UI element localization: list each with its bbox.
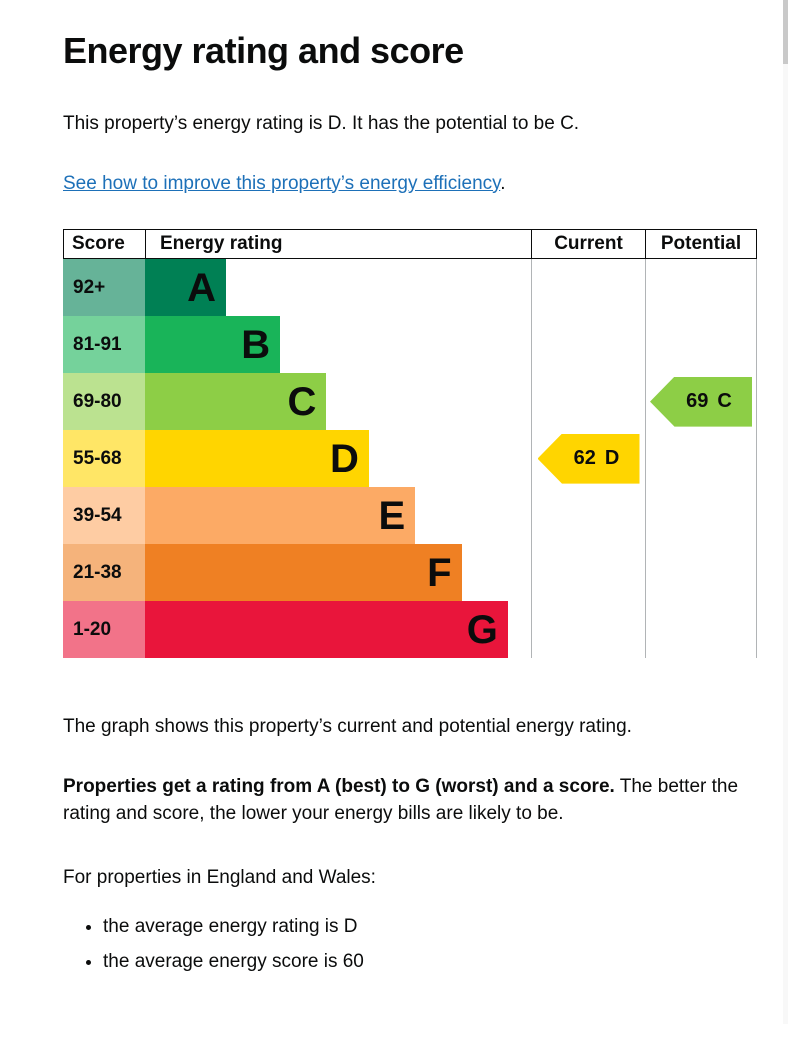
rating-band-d: D bbox=[145, 430, 369, 488]
band-letter: G bbox=[466, 607, 498, 652]
potential-cell bbox=[645, 487, 757, 545]
rating-band-e: E bbox=[145, 487, 416, 545]
score-header: Score bbox=[63, 229, 145, 260]
current-rating-marker: 62 D bbox=[537, 433, 640, 484]
current-cell bbox=[531, 487, 645, 545]
rating-band-f: F bbox=[145, 544, 462, 602]
current-cell bbox=[531, 259, 645, 317]
scrollbar-track[interactable] bbox=[783, 0, 788, 1024]
potential-cell bbox=[645, 430, 757, 488]
rating-explainer: Properties get a rating from A (best) to… bbox=[63, 773, 757, 828]
improve-link-suffix: . bbox=[500, 172, 506, 194]
score-range: 39-54 bbox=[63, 487, 145, 545]
list-item-average-rating: the average energy rating is D bbox=[103, 913, 757, 941]
band-row-d: 55-68 D 62 D bbox=[63, 430, 757, 488]
rating-explainer-bold: Properties get a rating from A (best) to… bbox=[63, 775, 615, 797]
rating-band-g: G bbox=[145, 601, 508, 659]
energy-rating-chart: Score Energy rating Current Potential 92… bbox=[63, 229, 757, 659]
band-letter: D bbox=[329, 436, 359, 481]
score-range: 55-68 bbox=[63, 430, 145, 488]
potential-cell: 69 C bbox=[645, 373, 757, 431]
band-row-b: 81-91 B bbox=[63, 316, 757, 374]
improve-paragraph: See how to improve this property’s energ… bbox=[63, 170, 757, 198]
rating-cell: B bbox=[145, 316, 531, 374]
band-row-e: 39-54 E bbox=[63, 487, 757, 545]
potential-cell bbox=[645, 259, 757, 317]
potential-score: 69 bbox=[686, 390, 709, 413]
band-row-a: 92+ A bbox=[63, 259, 757, 317]
rating-band-a: A bbox=[145, 259, 227, 317]
improve-link[interactable]: See how to improve this property’s energ… bbox=[63, 172, 501, 194]
rating-band-b: B bbox=[145, 316, 281, 374]
current-header: Current bbox=[531, 229, 645, 260]
score-range: 1-20 bbox=[63, 601, 145, 659]
potential-rating-marker: 69 C bbox=[650, 376, 752, 427]
band-letter: F bbox=[427, 550, 452, 595]
potential-cell bbox=[645, 316, 757, 374]
score-range: 69-80 bbox=[63, 373, 145, 431]
chart-header-row: Score Energy rating Current Potential bbox=[63, 229, 757, 260]
potential-cell bbox=[645, 601, 757, 659]
potential-cell bbox=[645, 544, 757, 602]
band-letter: A bbox=[187, 265, 217, 310]
rating-cell: E bbox=[145, 487, 531, 545]
rating-cell: C bbox=[145, 373, 531, 431]
rating-cell: A bbox=[145, 259, 531, 317]
rating-cell: G bbox=[145, 601, 531, 659]
current-cell bbox=[531, 544, 645, 602]
current-score: 62 bbox=[573, 447, 596, 470]
intro-text: This property’s energy rating is D. It h… bbox=[63, 113, 580, 134]
band-letter: B bbox=[241, 322, 271, 367]
current-letter: D bbox=[604, 447, 620, 470]
page-title: Energy rating and score bbox=[63, 30, 464, 71]
current-cell bbox=[531, 373, 645, 431]
potential-header: Potential bbox=[645, 229, 757, 260]
potential-letter: C bbox=[717, 390, 732, 413]
score-range: 21-38 bbox=[63, 544, 145, 602]
rating-band-c: C bbox=[145, 373, 327, 431]
rating-explainer-rest: The better the rating and score, the low… bbox=[63, 775, 739, 825]
current-cell bbox=[531, 601, 645, 659]
energy-rating-header: Energy rating bbox=[145, 229, 531, 260]
band-row-f: 21-38 F bbox=[63, 544, 757, 602]
score-range: 81-91 bbox=[63, 316, 145, 374]
scrollbar-thumb[interactable] bbox=[783, 0, 788, 64]
current-cell: 62 D bbox=[531, 430, 645, 488]
averages-list: the average energy rating is D the avera… bbox=[63, 913, 757, 975]
current-cell bbox=[531, 316, 645, 374]
region-heading: For properties in England and Wales: bbox=[63, 866, 376, 888]
band-row-c: 69-80 C 69 C bbox=[63, 373, 757, 431]
score-range: 92+ bbox=[63, 259, 145, 317]
rating-cell: D bbox=[145, 430, 531, 488]
list-item-average-score: the average energy score is 60 bbox=[103, 948, 757, 976]
graph-caption: The graph shows this property’s current … bbox=[63, 716, 632, 738]
band-row-g: 1-20 G bbox=[63, 601, 757, 659]
band-letter: C bbox=[287, 379, 317, 424]
rating-cell: F bbox=[145, 544, 531, 602]
band-letter: E bbox=[378, 493, 406, 538]
